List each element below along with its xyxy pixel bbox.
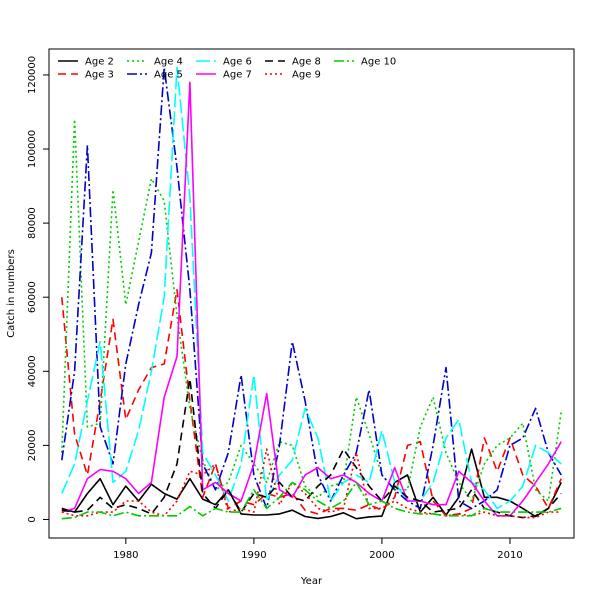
x-tick-label: 2010 — [497, 550, 522, 561]
legend-label: Age 7 — [223, 70, 252, 81]
y-tick-label: 40000 — [27, 355, 38, 387]
legend-label: Age 8 — [292, 57, 321, 68]
series-line-age-3 — [61, 288, 562, 517]
x-axis-title: Year — [300, 576, 323, 587]
x-tick-label: 2000 — [369, 550, 394, 561]
x-tick-label: 1980 — [113, 550, 138, 561]
y-tick-label: 100000 — [27, 130, 38, 168]
y-axis-title: Catch in numbers — [6, 249, 17, 338]
x-tick-label: 1990 — [241, 550, 266, 561]
y-tick-label: 60000 — [27, 281, 38, 313]
series-line-age-7 — [61, 81, 562, 517]
series-line-age-9 — [61, 448, 562, 519]
series-line-age-4 — [61, 118, 562, 502]
legend-label: Age 10 — [361, 57, 396, 68]
legend-label: Age 9 — [292, 70, 321, 81]
legend-label: Age 6 — [223, 57, 252, 68]
legend: Age 2 Age 3 Age 4 Age 5 Age 6 Age 7 Age 8 Age 9… — [58, 57, 396, 81]
series-layer — [61, 66, 562, 520]
legend-label: Age 2 — [85, 57, 114, 68]
y-tick-label: 120000 — [27, 56, 38, 94]
y-axis: 0 20000 40000 60000 80000 100000 120000 — [27, 56, 49, 523]
legend-label: Age 4 — [154, 57, 183, 68]
y-tick-label: 0 — [27, 516, 38, 522]
legend-label: Age 5 — [154, 70, 183, 81]
y-tick-label: 20000 — [27, 429, 38, 461]
x-axis: 1980 1990 2000 2010 — [113, 538, 523, 561]
series-line-age-5 — [61, 66, 562, 510]
series-line-age-6 — [61, 66, 562, 510]
y-tick-label: 80000 — [27, 207, 38, 239]
plot-frame — [48, 48, 575, 539]
series-line-age-10 — [61, 481, 562, 520]
series-line-age-8 — [61, 377, 562, 519]
legend-label: Age 3 — [85, 70, 114, 81]
